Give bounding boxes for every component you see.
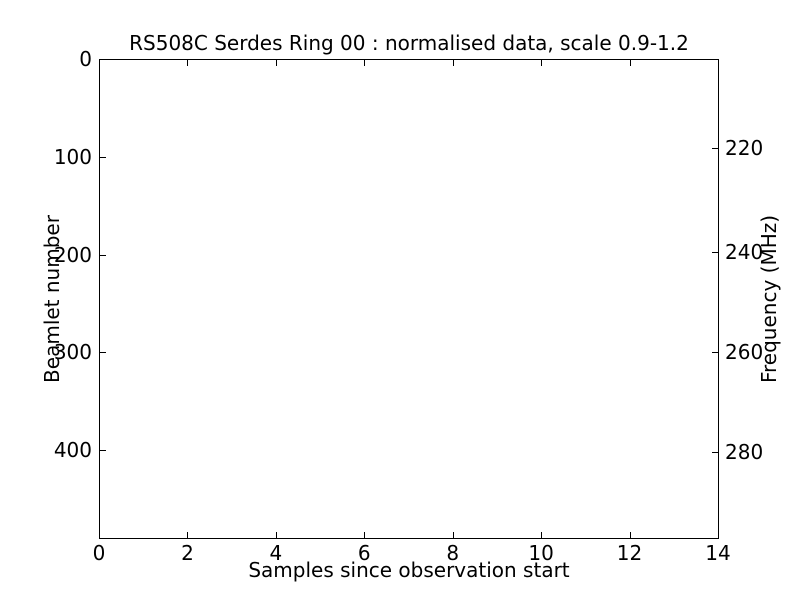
x-tick-label: 4 [269, 541, 283, 565]
plot-area [99, 59, 719, 539]
x-tick-mark-top [629, 60, 631, 66]
x-tick-mark-bottom [718, 532, 719, 538]
y-left-tick-mark [100, 254, 106, 256]
x-tick-label: 0 [92, 541, 106, 565]
x-tick-label: 6 [357, 541, 371, 565]
x-tick-mark-bottom [275, 532, 277, 538]
y-left-tick-label: 300 [53, 340, 92, 365]
x-axis-label: Samples since observation start [248, 558, 570, 582]
x-tick-label: 12 [616, 541, 643, 565]
y-right-tick-mark [712, 452, 718, 454]
x-tick-mark-top [718, 60, 719, 66]
x-tick-mark-bottom [364, 532, 366, 538]
x-tick-mark-top [452, 60, 454, 66]
x-tick-mark-top [99, 60, 100, 66]
y-left-tick-mark [100, 59, 106, 60]
x-tick-mark-bottom [187, 532, 189, 538]
x-tick-mark-bottom [629, 532, 631, 538]
y-right-tick-label: 240 [725, 240, 764, 264]
x-tick-label: 14 [705, 541, 731, 565]
chart-title: RS508C Serdes Ring 00 : normalised data,… [129, 31, 689, 55]
y-right-tick-label: 280 [725, 440, 764, 465]
x-tick-mark-bottom [99, 532, 100, 538]
y-right-tick-label: 260 [725, 339, 764, 364]
y-left-tick-label: 200 [53, 242, 92, 267]
y-left-tick-label: 100 [53, 144, 92, 169]
x-tick-mark-bottom [541, 532, 543, 538]
x-tick-label: 8 [446, 541, 460, 565]
y-left-tick-mark [100, 352, 106, 354]
y-right-tick-mark [712, 351, 718, 353]
y-left-tick-label: 0 [79, 47, 92, 71]
x-tick-mark-top [275, 60, 277, 66]
y-left-tick-label: 400 [53, 438, 92, 462]
y-right-tick-mark [712, 147, 718, 149]
y-right-tick-label: 220 [725, 135, 764, 160]
x-tick-mark-bottom [452, 532, 454, 538]
x-tick-mark-top [541, 60, 543, 66]
y-left-tick-mark [100, 156, 106, 158]
y-right-tick-mark [712, 252, 718, 253]
x-tick-label: 2 [181, 541, 194, 565]
x-tick-label: 10 [528, 541, 554, 565]
y-left-tick-mark [100, 450, 106, 451]
x-tick-mark-top [187, 60, 189, 66]
x-tick-mark-top [364, 60, 366, 66]
